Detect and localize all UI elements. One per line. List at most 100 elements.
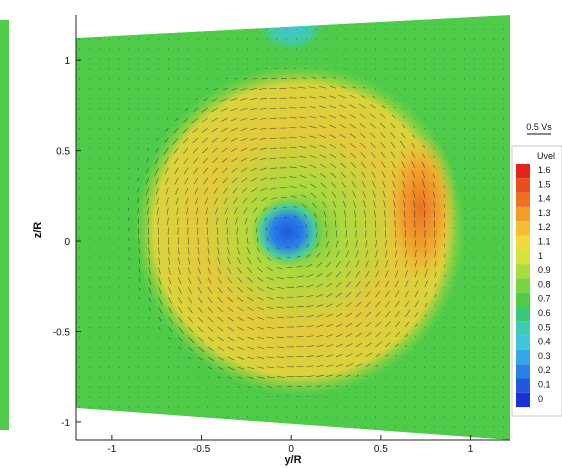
velocity-vector [184,107,189,111]
velocity-vector [166,117,169,120]
velocity-vector [345,220,347,228]
velocity-vector [197,356,203,361]
velocity-vector [138,247,140,255]
velocity-vector [330,182,337,188]
velocity-vector [240,167,248,172]
velocity-vector [184,177,189,185]
velocity-vector [296,315,304,318]
velocity-vector [393,210,396,218]
velocity-vector [217,247,220,255]
velocity-vector [385,290,390,298]
velocity-vector [414,312,419,318]
velocity-vector [163,147,169,155]
velocity-vector [138,257,141,264]
velocity-vector [330,163,337,169]
velocity-vector [158,277,162,285]
legend-level-label: 1.5 [538,179,551,189]
velocity-vector [264,217,268,222]
velocity-vector [251,187,258,193]
velocity-vector [217,237,219,245]
velocity-vector [168,326,173,332]
velocity-vector [381,105,386,109]
legend-swatch [516,206,530,222]
velocity-vector [207,267,211,275]
velocity-vector [391,114,396,119]
velocity-vector [158,257,161,265]
velocity-vector [148,267,151,275]
velocity-vector [316,252,321,258]
velocity-vector [235,217,238,225]
velocity-vector [353,200,357,208]
velocity-vector [316,374,324,377]
velocity-vector [434,261,437,268]
velocity-vector [349,123,356,129]
velocity-vector [237,356,245,360]
velocity-vector [401,161,406,168]
velocity-vector [237,336,245,341]
velocity-vector [444,253,446,258]
velocity-vector [165,187,169,195]
velocity-vector [310,183,317,188]
legend-level-label: 1.3 [538,208,551,218]
velocity-vector [257,316,265,320]
velocity-vector [260,167,268,171]
velocity-vector [316,242,320,248]
velocity-vector [217,316,224,322]
velocity-vector [294,215,297,218]
velocity-vector [241,187,248,193]
velocity-vector [402,180,406,188]
velocity-vector [240,157,248,162]
velocity-vector [275,227,278,230]
velocity-vector [186,217,189,225]
velocity-vector [325,240,329,248]
velocity-vector [246,237,249,245]
velocity-vector [423,200,426,208]
velocity-vector [175,187,179,195]
velocity-vector [204,187,209,195]
velocity-vector [227,316,234,322]
velocity-vector [154,167,159,176]
velocity-vector [296,346,304,348]
velocity-vector [207,306,213,313]
velocity-vector [296,265,303,268]
velocity-vector [316,293,324,298]
velocity-vector [237,316,244,322]
velocity-vector [375,250,378,258]
velocity-vector [148,306,151,311]
legend-level-label: 1.4 [538,194,551,204]
velocity-vector [350,162,356,169]
velocity-vector [313,212,317,218]
velocity-vector [213,187,218,195]
velocity-vector [363,86,366,89]
velocity-vector [240,107,248,111]
velocity-vector [352,190,357,198]
velocity-vector [266,336,275,339]
velocity-vector [257,366,265,369]
velocity-vector [383,97,386,99]
velocity-vector [289,137,297,139]
velocity-vector [403,210,406,218]
velocity-vector [413,210,416,218]
y-ticks: -1 -0.5 0 0.5 1 [53,56,81,429]
velocity-vector [365,260,369,268]
velocity-vector [316,385,321,387]
velocity-vector [319,134,327,139]
velocity-vector [223,187,228,194]
velocity-vector [333,210,337,218]
velocity-vector [289,156,297,159]
velocity-vector [247,286,254,292]
velocity-vector [380,151,386,159]
velocity-vector [345,281,352,288]
velocity-vector [319,86,327,89]
velocity-vector [375,301,381,308]
velocity-vector [393,106,396,109]
velocity-vector [355,301,362,308]
velocity-vector [207,296,213,303]
velocity-vector [231,147,238,152]
velocity-vector [385,280,390,288]
velocity-vector [394,280,399,288]
velocity-vector [259,107,268,110]
legend-level-label: 0.2 [538,365,551,375]
velocity-vector [168,306,173,314]
velocity-vector [401,124,406,129]
